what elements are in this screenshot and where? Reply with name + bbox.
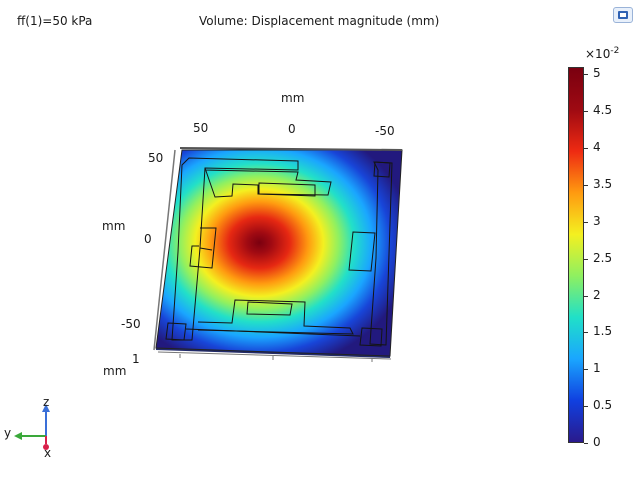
colorbar-tick-mark	[584, 369, 588, 370]
colorbar-tick-label: 2.5	[593, 250, 613, 265]
top-axis-tick-50: 50	[193, 121, 209, 135]
colorbar-tick-label: 1	[593, 361, 601, 376]
colorbar-tick-label: 5	[593, 66, 601, 81]
geometry-edges	[165, 157, 393, 347]
colorbar-tick-mark	[584, 185, 588, 186]
thickness-axis-tick: 1	[132, 352, 140, 366]
top-axis-tick-0: 0	[288, 122, 296, 136]
colorbar-tick-mark	[584, 74, 588, 75]
colorbar-tick-mark	[584, 296, 588, 297]
colorbar-tick-mark	[584, 259, 588, 260]
top-axis-tick-neg50: -50	[375, 124, 395, 138]
colorbar-exponent-base: ×10	[585, 47, 611, 61]
colorbar-tick-label: 3	[593, 213, 601, 228]
plot-title: Volume: Displacement magnitude (mm)	[199, 14, 440, 28]
colorbar-tick-label: 3.5	[593, 176, 613, 191]
colorbar-tick-label: 0.5	[593, 398, 613, 413]
side-axis-tick-neg50: -50	[121, 317, 141, 331]
colorbar	[568, 67, 584, 443]
side-axis-tick-50: 50	[148, 151, 164, 165]
thickness-axis-unit: mm	[103, 364, 127, 378]
graphics-toolbar-icon[interactable]	[613, 7, 633, 23]
side-axis-tick-0: 0	[144, 232, 152, 246]
parameter-label: ff(1)=50 kPa	[17, 14, 93, 28]
colorbar-tick-mark	[584, 332, 588, 333]
colorbar-exponent-power: -2	[610, 46, 620, 56]
triad-y-label: y	[4, 426, 12, 440]
colorbar-tick-mark	[584, 148, 588, 149]
colorbar-tick-mark	[584, 222, 588, 223]
colorbar-tick-label: 2	[593, 287, 601, 302]
colorbar-tick-mark	[584, 111, 588, 112]
triad-z-label: z	[43, 395, 50, 409]
colorbar-tick-label: 4.5	[593, 103, 613, 118]
colorbar-tick-label: 4	[593, 140, 601, 155]
colorbar-tick-label: 1.5	[593, 324, 613, 339]
colorbar-tick-label: 0	[593, 435, 601, 449]
colorbar-tick-mark	[584, 443, 588, 444]
top-axis-unit: mm	[281, 91, 305, 105]
colorbar-exponent: ×10-2	[585, 46, 619, 61]
triad-x-label: x	[44, 446, 52, 460]
colorbar-tick-mark	[584, 406, 588, 407]
side-axis-unit: mm	[102, 219, 126, 233]
coordinate-triad	[14, 404, 50, 450]
